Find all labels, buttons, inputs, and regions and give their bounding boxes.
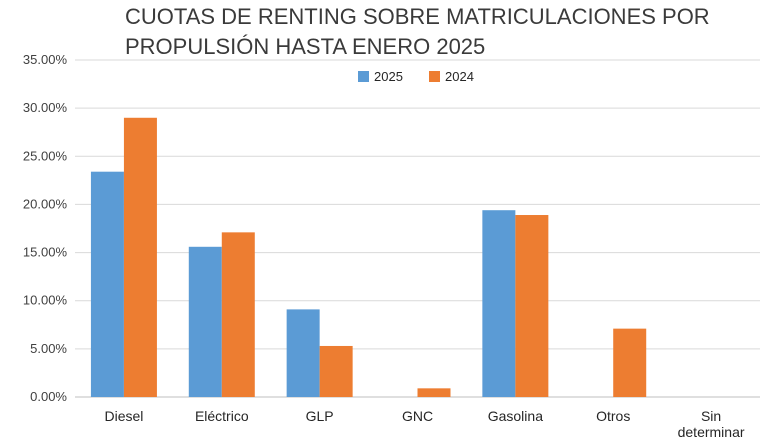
x-category-label: Otros [596,408,630,424]
y-tick-label: 25.00% [23,148,68,163]
legend-swatch-2024 [429,71,440,82]
chart-title-line-1: CUOTAS DE RENTING SOBRE MATRICULACIONES … [125,4,710,29]
y-axis-ticks: 0.00% 5.00% 10.00% 15.00% 20.00% 25.00% 30.00%… [23,52,68,404]
bar-2025-eléctrico [188,246,222,397]
y-tick-label: 20.00% [23,196,68,211]
x-category-label: Sin [701,408,721,424]
x-category-label: GLP [306,408,334,424]
bar-2024-gnc [417,388,451,397]
y-tick-label: 35.00% [23,52,68,67]
y-tick-label: 30.00% [23,100,68,115]
bar-2024-glp [319,345,353,397]
bar-2025-gasolina [482,210,516,397]
bar-2024-otros [613,328,647,397]
legend-label-2024: 2024 [445,69,474,84]
gridlines [75,59,760,398]
x-category-label: Gasolina [488,408,543,424]
bar-2025-diesel [90,171,124,397]
bars [90,117,647,398]
legend: 2025 2024 [358,69,474,84]
legend-label-2025: 2025 [374,69,403,84]
bar-2024-diesel [123,117,157,398]
x-category-label: Diesel [104,408,143,424]
y-tick-label: 10.00% [23,293,68,308]
bar-2024-gasolina [515,215,549,397]
chart-title-line-2: PROPULSIÓN HASTA ENERO 2025 [125,34,486,59]
x-category-label: GNC [402,408,433,424]
x-category-label: Eléctrico [195,408,249,424]
legend-swatch-2025 [358,71,369,82]
y-tick-label: 15.00% [23,245,68,260]
y-tick-label: 5.00% [30,341,67,356]
bar-2025-glp [286,309,320,397]
y-tick-label: 0.00% [30,389,67,404]
x-category-label: determinar [678,424,745,440]
chart-title: CUOTAS DE RENTING SOBRE MATRICULACIONES … [125,2,765,62]
x-axis-categories: Diesel Eléctrico GLP GNC Gasolina Otros Sindet… [104,408,744,440]
bar-2024-eléctrico [221,232,255,397]
